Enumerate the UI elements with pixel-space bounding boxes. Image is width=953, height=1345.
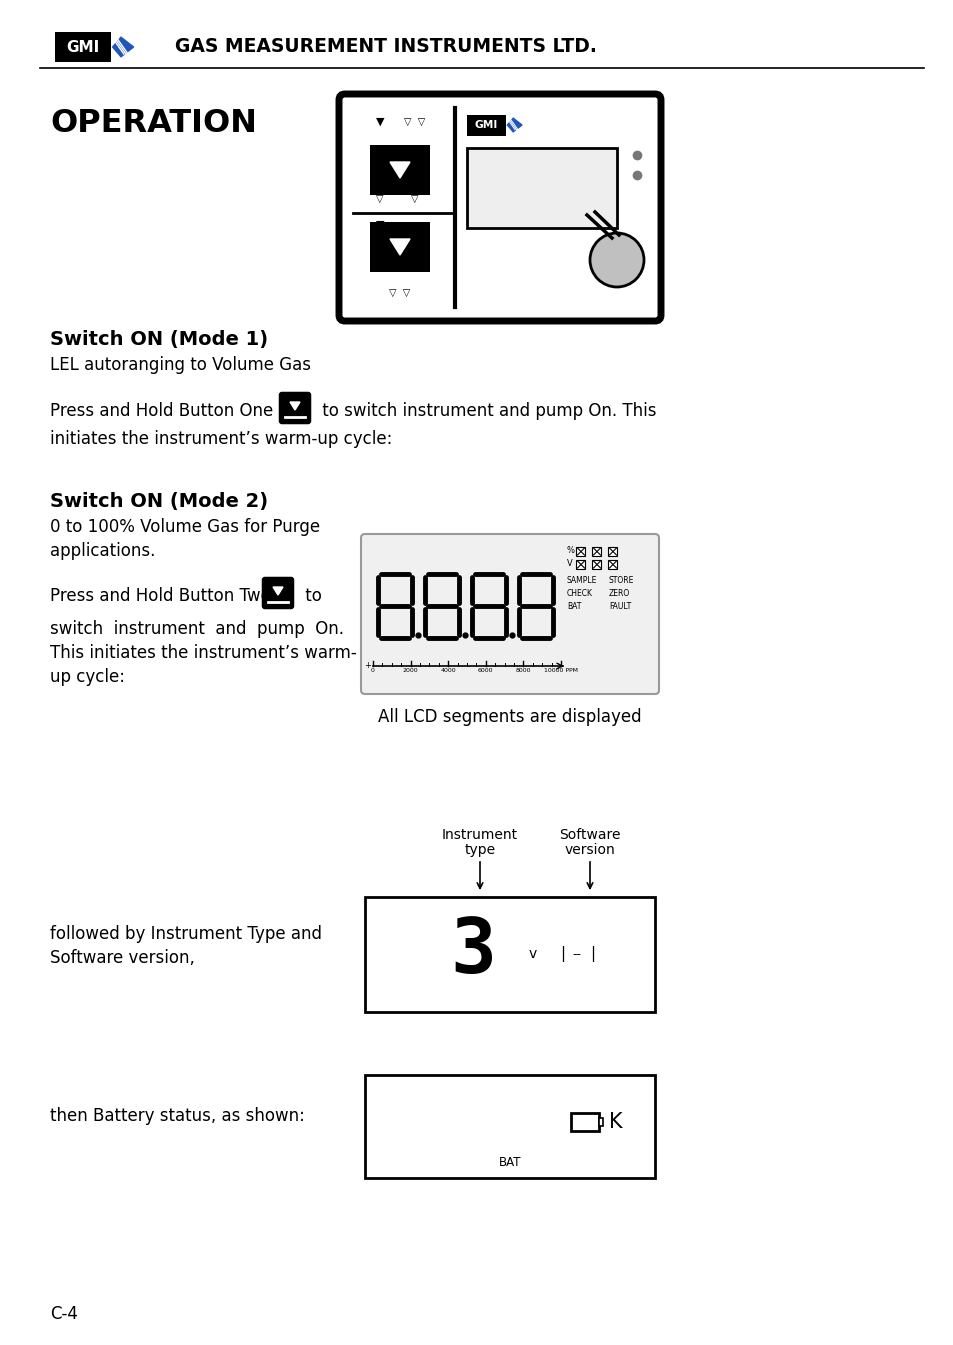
Text: to switch instrument and pump On. This: to switch instrument and pump On. This	[316, 402, 656, 420]
Text: SAMPLE: SAMPLE	[566, 576, 597, 585]
Bar	[592, 560, 601, 569]
Bar	[608, 547, 617, 555]
Polygon shape	[290, 402, 299, 410]
Text: Instrument: Instrument	[441, 829, 517, 842]
Text: ▼: ▼	[375, 117, 384, 126]
Text: ▽: ▽	[411, 194, 418, 203]
Bar	[576, 560, 585, 569]
Bar	[576, 547, 585, 555]
Text: Switch ON (Mode 1): Switch ON (Mode 1)	[50, 330, 268, 348]
Text: C-4: C-4	[50, 1305, 78, 1323]
Bar	[592, 547, 601, 555]
Bar	[370, 222, 430, 272]
Text: v: v	[528, 947, 537, 962]
Text: 0 to 100% Volume Gas for Purge: 0 to 100% Volume Gas for Purge	[50, 518, 320, 537]
Text: to: to	[299, 586, 321, 605]
Bar	[608, 560, 617, 569]
Text: type: type	[464, 843, 495, 857]
Text: 4000: 4000	[440, 668, 456, 672]
Text: followed by Instrument Type and: followed by Instrument Type and	[50, 925, 322, 943]
Circle shape	[590, 234, 642, 286]
Text: switch  instrument  and  pump  On.: switch instrument and pump On.	[50, 620, 344, 638]
Bar	[365, 897, 655, 1011]
Polygon shape	[390, 161, 410, 178]
Text: |: |	[559, 947, 565, 963]
Text: Switch ON (Mode 2): Switch ON (Mode 2)	[50, 492, 268, 511]
Text: K: K	[608, 1111, 622, 1131]
Bar	[598, 1118, 602, 1126]
Text: Software version,: Software version,	[50, 950, 194, 967]
Text: 0: 0	[371, 668, 375, 672]
Polygon shape	[390, 239, 410, 256]
Text: GMI: GMI	[67, 39, 99, 55]
Text: Press and Hold Button Two: Press and Hold Button Two	[50, 586, 271, 605]
Text: 2000: 2000	[402, 668, 418, 672]
FancyBboxPatch shape	[338, 94, 660, 321]
Bar	[467, 114, 506, 136]
Text: GAS MEASUREMENT INSTRUMENTS LTD.: GAS MEASUREMENT INSTRUMENTS LTD.	[174, 38, 597, 56]
FancyBboxPatch shape	[360, 534, 659, 694]
Polygon shape	[507, 118, 521, 132]
Text: V: V	[566, 560, 572, 568]
Text: ▽  ▽: ▽ ▽	[389, 288, 410, 299]
Text: Press and Hold Button One: Press and Hold Button One	[50, 402, 273, 420]
Bar	[55, 32, 111, 62]
Text: This initiates the instrument’s warm-: This initiates the instrument’s warm-	[50, 644, 356, 662]
Text: FAULT: FAULT	[608, 603, 631, 611]
Text: --: --	[572, 948, 581, 960]
Bar	[370, 145, 430, 195]
Text: 6000: 6000	[477, 668, 493, 672]
Text: All LCD segments are displayed: All LCD segments are displayed	[377, 707, 641, 726]
Polygon shape	[273, 586, 283, 594]
Text: 3: 3	[450, 915, 496, 989]
Bar	[467, 148, 617, 229]
Text: |: |	[590, 947, 595, 963]
FancyBboxPatch shape	[263, 578, 293, 608]
Text: then Battery status, as shown:: then Battery status, as shown:	[50, 1107, 305, 1124]
Text: applications.: applications.	[50, 542, 155, 560]
Text: %: %	[566, 546, 575, 555]
Text: ▽  ▽: ▽ ▽	[404, 117, 425, 126]
Text: +: +	[364, 662, 371, 671]
Text: version: version	[564, 843, 615, 857]
Text: BAT: BAT	[566, 603, 580, 611]
Text: LEL autoranging to Volume Gas: LEL autoranging to Volume Gas	[50, 356, 311, 374]
Text: 8000: 8000	[516, 668, 531, 672]
Text: ▼: ▼	[375, 219, 384, 230]
Text: BAT: BAT	[498, 1155, 520, 1169]
Text: CHECK: CHECK	[566, 589, 593, 599]
Text: GMI: GMI	[475, 120, 497, 130]
Text: OPERATION: OPERATION	[50, 108, 256, 139]
Text: Software: Software	[558, 829, 620, 842]
Polygon shape	[112, 38, 133, 56]
Text: STORE: STORE	[608, 576, 634, 585]
Text: initiates the instrument’s warm-up cycle:: initiates the instrument’s warm-up cycle…	[50, 430, 392, 448]
Text: up cycle:: up cycle:	[50, 668, 125, 686]
Text: 10000 PPM: 10000 PPM	[543, 668, 578, 672]
Bar	[571, 1112, 598, 1131]
Text: ▽: ▽	[375, 194, 383, 203]
FancyBboxPatch shape	[280, 393, 310, 422]
Bar	[365, 1075, 655, 1178]
Text: ZERO: ZERO	[608, 589, 630, 599]
